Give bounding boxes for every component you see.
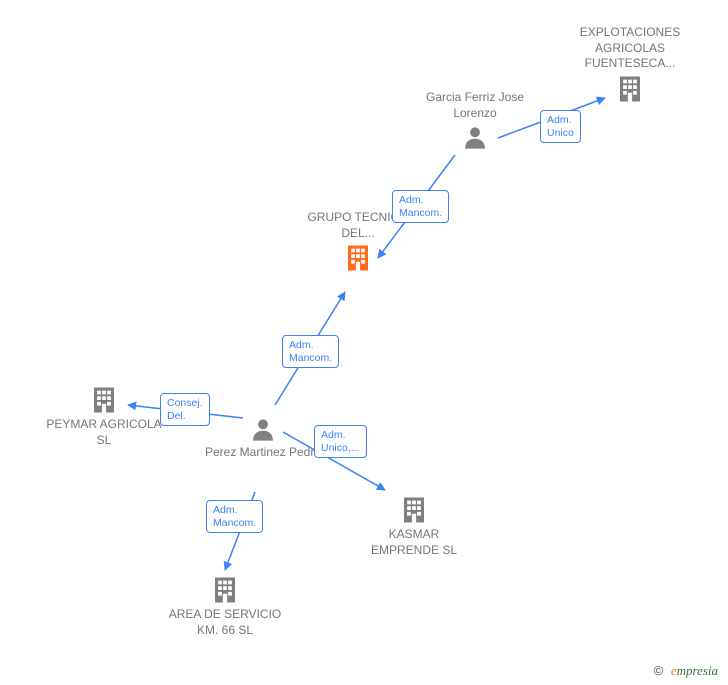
diagram-canvas: EXPLOTACIONES AGRICOLAS FUENTESECA... Gar… <box>0 0 728 685</box>
watermark: © empresia <box>654 663 718 679</box>
node-area[interactable]: AREA DE SERVICIO KM. 66 SL <box>165 575 285 638</box>
person-icon <box>203 415 323 443</box>
person-icon <box>415 123 535 151</box>
node-kasmar[interactable]: KASMAR EMPRENDE SL <box>354 495 474 558</box>
node-label: PEYMAR AGRICOLA SL <box>44 417 164 448</box>
brand-name: empresia <box>671 663 718 678</box>
node-garcia[interactable]: Garcia Ferriz Jose Lorenzo <box>415 90 535 151</box>
edge-label: Adm. Unico,... <box>314 425 367 458</box>
building-icon <box>570 74 690 104</box>
node-label: AREA DE SERVICIO KM. 66 SL <box>165 607 285 638</box>
building-icon <box>165 575 285 605</box>
node-perez[interactable]: Perez Martinez Pedro <box>203 415 323 461</box>
building-icon <box>354 495 474 525</box>
edge-label: Adm. Unico <box>540 110 581 143</box>
node-peymar[interactable]: PEYMAR AGRICOLA SL <box>44 385 164 448</box>
node-label: Perez Martinez Pedro <box>203 445 323 461</box>
node-label: EXPLOTACIONES AGRICOLAS FUENTESECA... <box>570 25 690 72</box>
edge-label: Adm. Mancom. <box>206 500 263 533</box>
edge-label: Adm. Mancom. <box>282 335 339 368</box>
edge-label: Adm. Mancom. <box>392 190 449 223</box>
node-explotaciones[interactable]: EXPLOTACIONES AGRICOLAS FUENTESECA... <box>570 25 690 104</box>
building-icon <box>44 385 164 415</box>
copyright-symbol: © <box>654 663 664 678</box>
node-label: Garcia Ferriz Jose Lorenzo <box>415 90 535 121</box>
building-icon <box>298 243 418 273</box>
edge-label: Consej. Del. <box>160 393 210 426</box>
node-label: KASMAR EMPRENDE SL <box>354 527 474 558</box>
